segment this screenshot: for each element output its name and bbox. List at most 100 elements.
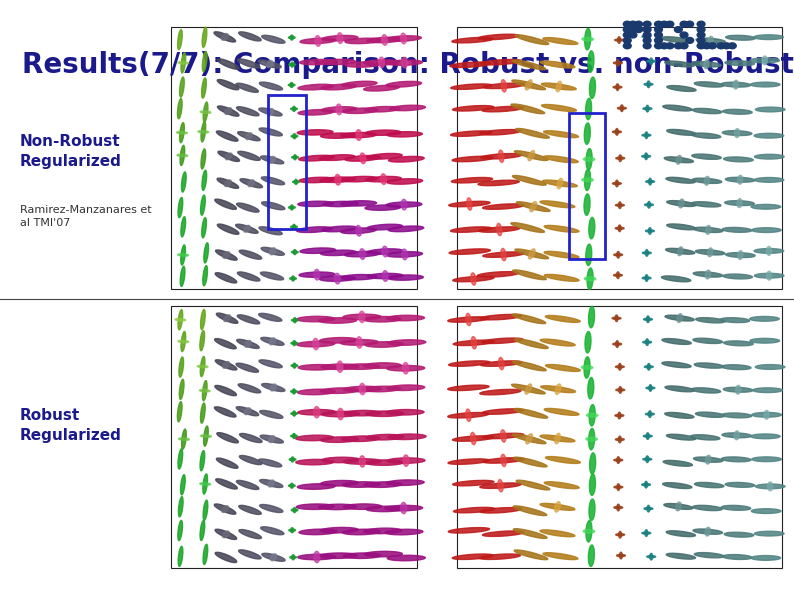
Ellipse shape: [754, 177, 784, 182]
Ellipse shape: [693, 505, 723, 511]
Ellipse shape: [750, 58, 780, 63]
Ellipse shape: [178, 449, 183, 469]
Ellipse shape: [557, 178, 563, 189]
Ellipse shape: [298, 201, 333, 206]
Ellipse shape: [754, 531, 784, 536]
Circle shape: [623, 21, 631, 27]
Ellipse shape: [735, 386, 741, 394]
Circle shape: [643, 21, 651, 27]
Circle shape: [717, 43, 725, 49]
Ellipse shape: [649, 178, 652, 185]
Ellipse shape: [201, 435, 211, 437]
Ellipse shape: [587, 268, 593, 289]
Ellipse shape: [766, 271, 772, 280]
Ellipse shape: [178, 198, 183, 218]
Ellipse shape: [540, 503, 575, 511]
Ellipse shape: [693, 529, 723, 534]
Ellipse shape: [217, 131, 238, 141]
Ellipse shape: [403, 362, 409, 374]
Ellipse shape: [679, 199, 684, 208]
Ellipse shape: [203, 544, 208, 565]
Circle shape: [654, 32, 662, 38]
Ellipse shape: [451, 131, 492, 136]
Ellipse shape: [483, 204, 524, 209]
Ellipse shape: [662, 362, 691, 368]
Ellipse shape: [259, 108, 282, 116]
Ellipse shape: [236, 83, 258, 92]
Ellipse shape: [466, 314, 471, 325]
Ellipse shape: [218, 59, 239, 69]
Ellipse shape: [665, 157, 693, 162]
Ellipse shape: [762, 56, 767, 65]
Ellipse shape: [215, 250, 237, 260]
Ellipse shape: [451, 84, 492, 89]
Ellipse shape: [178, 340, 189, 343]
Ellipse shape: [323, 201, 359, 206]
Ellipse shape: [696, 250, 725, 255]
Ellipse shape: [545, 365, 580, 371]
Ellipse shape: [388, 226, 424, 231]
Ellipse shape: [336, 104, 342, 115]
Ellipse shape: [181, 331, 186, 352]
Ellipse shape: [647, 81, 650, 87]
Ellipse shape: [694, 363, 723, 368]
Ellipse shape: [225, 108, 232, 114]
Ellipse shape: [696, 412, 725, 417]
Ellipse shape: [345, 155, 380, 161]
Ellipse shape: [341, 82, 377, 87]
Ellipse shape: [260, 480, 283, 487]
Ellipse shape: [646, 249, 648, 256]
Ellipse shape: [584, 194, 590, 215]
Ellipse shape: [237, 151, 260, 161]
Ellipse shape: [320, 388, 358, 393]
Ellipse shape: [722, 457, 751, 462]
Ellipse shape: [617, 484, 620, 490]
Ellipse shape: [451, 177, 492, 183]
Ellipse shape: [178, 521, 183, 541]
Ellipse shape: [665, 386, 694, 392]
Ellipse shape: [726, 253, 755, 258]
Ellipse shape: [708, 36, 713, 45]
Ellipse shape: [643, 108, 652, 109]
Ellipse shape: [386, 82, 422, 87]
Ellipse shape: [359, 311, 365, 322]
Ellipse shape: [318, 318, 357, 323]
Ellipse shape: [448, 459, 489, 464]
Ellipse shape: [646, 413, 654, 415]
Ellipse shape: [222, 531, 229, 538]
Ellipse shape: [237, 315, 260, 324]
Ellipse shape: [202, 218, 206, 238]
Circle shape: [703, 43, 711, 49]
Ellipse shape: [588, 545, 595, 566]
Ellipse shape: [544, 131, 579, 137]
Ellipse shape: [619, 202, 621, 208]
Ellipse shape: [589, 405, 596, 426]
Ellipse shape: [342, 529, 380, 535]
Ellipse shape: [177, 154, 187, 156]
Ellipse shape: [619, 364, 621, 370]
Ellipse shape: [587, 414, 598, 417]
Ellipse shape: [483, 83, 524, 89]
Ellipse shape: [199, 389, 210, 392]
Circle shape: [661, 21, 668, 27]
Ellipse shape: [754, 133, 784, 138]
Ellipse shape: [516, 202, 550, 211]
Ellipse shape: [383, 271, 388, 281]
Ellipse shape: [477, 272, 518, 277]
Ellipse shape: [649, 58, 653, 65]
Ellipse shape: [299, 272, 335, 277]
Bar: [569, 113, 605, 259]
Circle shape: [623, 43, 631, 49]
Ellipse shape: [201, 149, 206, 169]
Ellipse shape: [322, 226, 357, 232]
Ellipse shape: [218, 151, 240, 161]
Ellipse shape: [734, 431, 739, 440]
Ellipse shape: [365, 411, 403, 416]
Ellipse shape: [483, 252, 524, 258]
Ellipse shape: [516, 480, 550, 490]
Circle shape: [680, 21, 688, 27]
Ellipse shape: [240, 178, 263, 188]
Ellipse shape: [512, 314, 545, 324]
Circle shape: [686, 37, 694, 43]
Ellipse shape: [259, 459, 282, 467]
